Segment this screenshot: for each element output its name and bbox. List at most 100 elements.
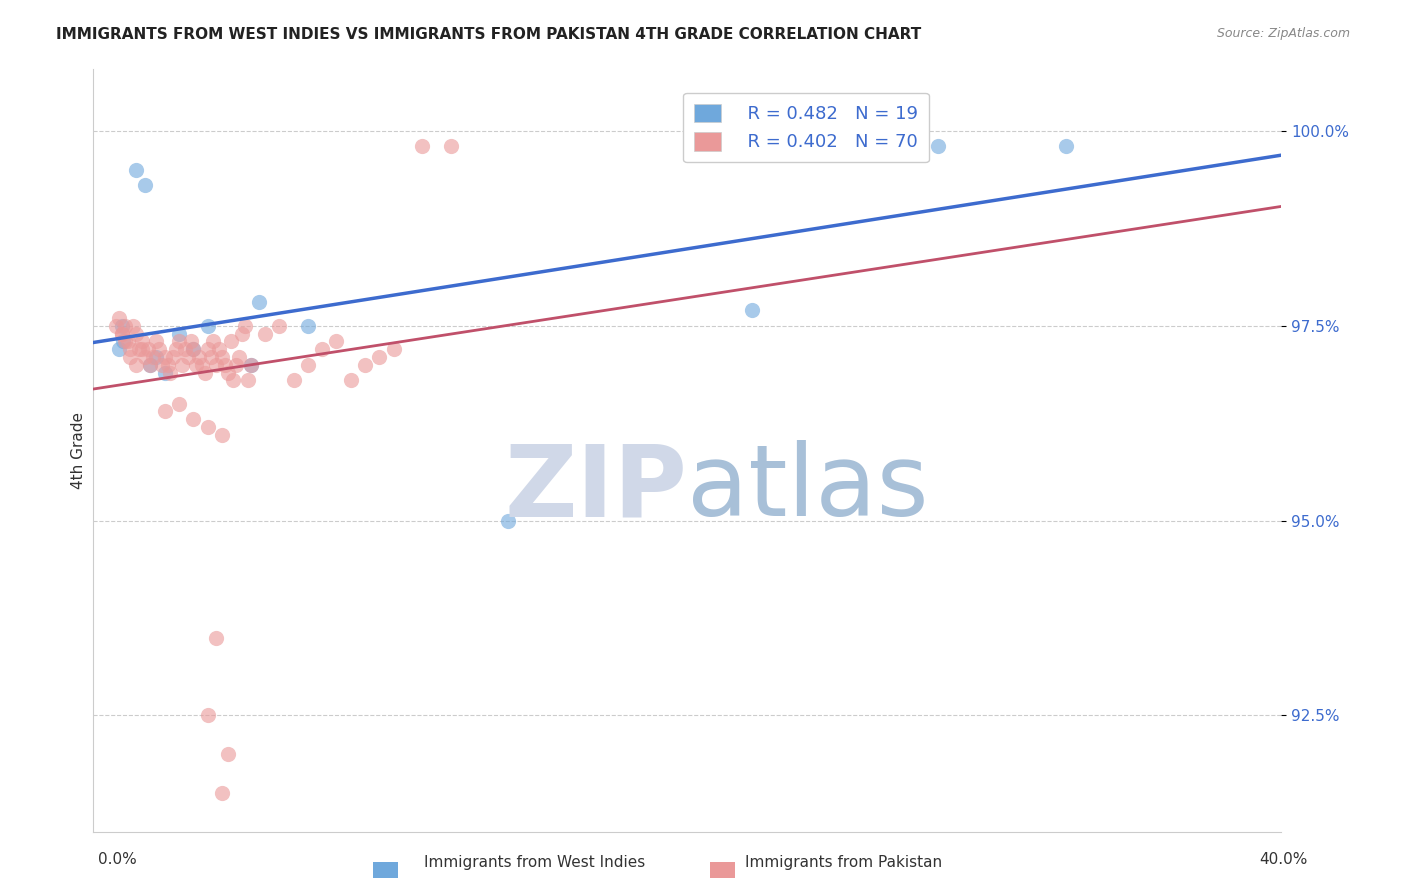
Point (176, 350, 198, 364)
Point (253, 326, 276, 341)
Point (191, 358, 214, 372)
Text: IMMIGRANTS FROM WEST INDIES VS IMMIGRANTS FROM PAKISTAN 4TH GRADE CORRELATION CH: IMMIGRANTS FROM WEST INDIES VS IMMIGRANT… (56, 27, 921, 42)
Text: atlas: atlas (688, 440, 929, 537)
Point (120, 350, 142, 364)
Point (128, 342, 150, 356)
Text: Immigrants from Pakistan: Immigrants from Pakistan (745, 855, 942, 870)
Point (340, 373, 363, 387)
Y-axis label: 4th Grade: 4th Grade (72, 412, 86, 489)
Point (354, 358, 377, 372)
Point (183, 342, 205, 356)
Point (153, 404, 176, 418)
Point (125, 358, 148, 372)
Point (211, 428, 233, 442)
Point (208, 342, 231, 356)
Point (153, 366, 176, 380)
Point (205, 631, 228, 645)
Point (150, 358, 173, 372)
Point (1054, 139, 1077, 153)
Point (228, 350, 250, 364)
Point (159, 366, 181, 380)
Point (382, 342, 405, 356)
Point (440, 139, 463, 153)
Point (297, 318, 319, 333)
Point (167, 397, 190, 411)
Point (122, 318, 145, 333)
Point (131, 334, 153, 349)
Point (211, 786, 233, 800)
Point (217, 747, 239, 762)
Point (114, 318, 136, 333)
Point (239, 358, 262, 372)
Point (297, 358, 319, 372)
Point (194, 366, 217, 380)
Point (179, 334, 201, 349)
Point (927, 139, 949, 153)
Point (142, 350, 165, 364)
Point (117, 334, 139, 349)
Text: 40.0%: 40.0% (1260, 852, 1308, 867)
Point (114, 334, 136, 349)
Point (325, 334, 347, 349)
Point (145, 350, 167, 364)
Point (111, 326, 134, 341)
Text: ZIP: ZIP (505, 440, 688, 537)
Point (205, 358, 228, 372)
Point (225, 358, 247, 372)
Point (247, 295, 270, 310)
Point (186, 358, 208, 372)
Point (139, 358, 162, 372)
Point (211, 350, 233, 364)
Point (368, 350, 391, 364)
Point (231, 326, 253, 341)
Point (200, 350, 222, 364)
Point (233, 318, 256, 333)
Point (105, 318, 128, 333)
Point (197, 420, 219, 434)
Point (741, 303, 763, 318)
Point (125, 162, 148, 177)
Point (139, 358, 162, 372)
Point (183, 342, 205, 356)
Point (197, 708, 219, 723)
Point (197, 318, 219, 333)
Point (148, 342, 170, 356)
Legend:   R = 0.482   N = 19,   R = 0.402   N = 70: R = 0.482 N = 19, R = 0.402 N = 70 (683, 93, 928, 162)
Point (125, 326, 148, 341)
Point (269, 318, 291, 333)
Point (167, 334, 190, 349)
Point (183, 412, 205, 426)
Point (167, 326, 190, 341)
Point (108, 342, 131, 356)
Point (496, 514, 519, 528)
Point (145, 334, 167, 349)
Point (165, 342, 187, 356)
Point (219, 334, 242, 349)
Point (162, 350, 184, 364)
Text: 0.0%: 0.0% (98, 852, 138, 867)
Point (156, 358, 179, 372)
Point (202, 334, 225, 349)
Point (311, 342, 333, 356)
Text: Immigrants from West Indies: Immigrants from West Indies (423, 855, 645, 870)
Point (214, 358, 236, 372)
Point (217, 366, 239, 380)
Point (153, 350, 176, 364)
Point (869, 139, 891, 153)
Point (188, 350, 211, 364)
Point (134, 178, 156, 193)
Point (112, 334, 135, 349)
Point (239, 358, 262, 372)
Point (136, 342, 159, 356)
Point (222, 373, 245, 387)
Point (111, 326, 134, 341)
Point (411, 139, 433, 153)
Point (108, 310, 131, 325)
Point (173, 342, 195, 356)
Point (236, 373, 259, 387)
Point (283, 373, 305, 387)
Text: Source: ZipAtlas.com: Source: ZipAtlas.com (1216, 27, 1350, 40)
Point (131, 342, 153, 356)
Point (197, 342, 219, 356)
Point (170, 358, 193, 372)
